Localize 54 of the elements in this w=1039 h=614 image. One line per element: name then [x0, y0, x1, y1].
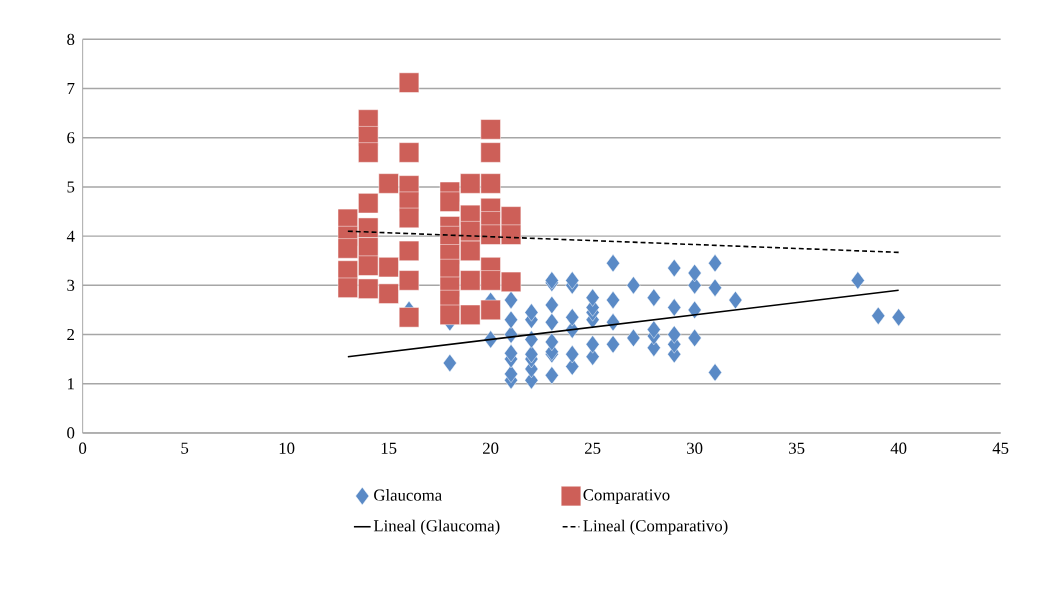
legend-label: Glaucoma [374, 489, 442, 501]
x-tick-label: 5 [181, 442, 189, 454]
x-tick-label: 25 [585, 442, 601, 454]
point [337, 277, 358, 298]
point [378, 283, 399, 304]
point [358, 237, 379, 258]
x-tick-label: 40 [890, 442, 907, 454]
point [460, 240, 481, 261]
point [398, 270, 420, 291]
point [460, 304, 481, 325]
point [480, 119, 501, 140]
point [358, 193, 379, 214]
point [358, 278, 379, 299]
y-tick-label: 0 [67, 427, 75, 439]
point [358, 255, 379, 276]
point [337, 238, 358, 259]
point [500, 271, 522, 292]
y-tick-label: 3 [67, 279, 75, 291]
x-tick-label: 15 [381, 442, 397, 454]
y-tick-label: 5 [67, 181, 75, 193]
point [500, 224, 522, 245]
point [398, 72, 420, 93]
legend-label: Lineal (Glaucoma) [373, 519, 500, 535]
point [480, 173, 501, 194]
legend-label: Lineal (Comparativo) [583, 519, 728, 535]
y-tick-label: 6 [67, 132, 75, 144]
point [358, 142, 379, 163]
y-tick-label: 2 [67, 329, 74, 341]
point [480, 224, 501, 245]
point [398, 142, 420, 163]
x-tick-label: 0 [79, 442, 87, 454]
y-tick-label: 7 [67, 83, 75, 95]
point [480, 270, 501, 291]
x-tick-label: 45 [992, 442, 1009, 454]
x-tick-label: 10 [279, 442, 295, 454]
point [460, 270, 481, 291]
point [398, 240, 420, 261]
y-tick-label: 1 [68, 378, 74, 390]
legend-label: Comparativo [583, 489, 670, 504]
point [398, 307, 420, 328]
point [460, 173, 481, 194]
y-tick-label: 8 [67, 33, 75, 46]
point [358, 217, 379, 238]
x-tick-label: 30 [687, 442, 703, 454]
point [378, 173, 399, 194]
point [480, 142, 501, 163]
point [480, 299, 501, 321]
y-tick-label: 4 [66, 230, 75, 242]
x-tick-label: 35 [789, 442, 805, 454]
point [439, 304, 460, 325]
x-tick-label: 20 [483, 442, 499, 454]
point [439, 191, 460, 212]
point [398, 207, 420, 229]
point [378, 257, 399, 278]
